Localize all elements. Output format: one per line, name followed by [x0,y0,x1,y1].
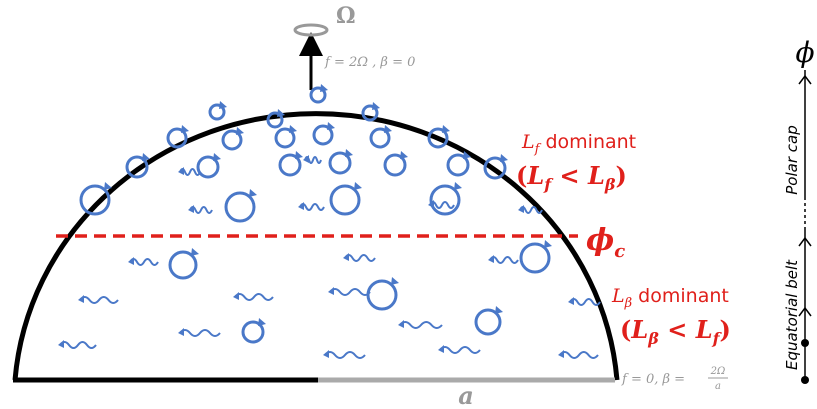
vortex-arrow [191,248,199,256]
l: L [611,285,625,307]
vortex [81,186,109,214]
axis-dot [801,376,809,384]
vortex-arrow [500,154,508,162]
wave-arrow [568,297,574,305]
vortex-arrow [327,122,335,130]
p: ( [620,315,631,344]
vortex-arrow [544,240,552,248]
wave-arrow [128,257,134,265]
vortex [521,244,549,272]
vortex-arrow [391,277,399,285]
vortex-arrow [219,101,227,109]
axis-dot [801,339,809,347]
equatorial-belt: Equatorial belt [783,259,801,370]
rossby-wave [490,257,518,263]
wave-arrow [303,155,309,163]
wave-arrow [328,287,334,295]
fraction-num: 2Ω [710,366,726,377]
wave-arrow [178,167,184,175]
vortex-arrow [384,125,392,133]
vortex-arrow [213,153,221,161]
fraction-den: a [715,381,721,392]
rossby-wave [130,259,158,265]
p: ) [615,161,626,190]
wave-arrow [58,340,64,348]
rossby-wave [60,342,96,348]
vortex [226,193,254,221]
rossby-wave [440,347,480,353]
rossby-wave [235,294,273,300]
vortex [170,252,196,278]
vortex-arrow [442,125,450,133]
figure: Ω f = 2Ω , β = 0 Lf dominant (Lf < Lβ) ϕ… [0,0,817,409]
l: L [695,315,713,344]
wave-arrow [188,205,194,213]
rotation-arrow [295,25,327,35]
vortex-arrow [320,84,328,92]
wave-arrow [438,345,444,353]
vortex-arrow [345,149,353,157]
upper-regime: Lf dominant [521,131,636,157]
rossby-wave [325,352,365,358]
rest: dominant [632,285,729,307]
upper-condition: (Lf < Lβ) [516,161,627,194]
vortex-arrow [258,318,266,326]
l: L [521,131,535,153]
vortex-arrow [181,125,189,133]
vortex-arrow [289,125,297,133]
l: L [526,161,544,190]
vortex-arrow [295,151,303,159]
wave-arrow [488,255,494,263]
p: ( [516,161,527,190]
polar-cap: Polar cap [783,125,801,194]
rest: dominant [539,131,636,153]
vortex [431,186,459,214]
vortex-arrow [400,151,408,159]
rossby-wave [560,352,598,358]
wave-arrow [323,350,329,358]
vortex-arrow [372,102,380,110]
wave-arrow [233,292,239,300]
lower-condition: (Lβ < Lf) [620,315,731,348]
equator-label: f = 0, β = [621,372,685,387]
vortex [331,186,359,214]
p: ) [719,315,730,344]
l: L [630,315,648,344]
sub: c [614,241,625,262]
vortex-arrow [249,189,257,197]
omega: Ω [336,3,356,29]
phi: ϕ [586,223,614,258]
sub: β [604,175,616,194]
sub: β [647,329,659,348]
wave-arrow [343,253,349,261]
vortex [368,281,396,309]
wave-arrow [558,350,564,358]
pole-label: f = 2Ω , β = 0 [324,55,415,70]
phi-c: ϕc [586,223,625,262]
vortex-arrow [354,182,362,190]
phi-axis-label: ϕ [795,36,814,69]
op: < [551,161,588,190]
vortex-arrow [495,306,503,314]
l: L [587,161,605,190]
wave-arrow [78,295,84,303]
wave-arrow [518,205,524,213]
vortex-arrow [236,127,244,135]
rossby-wave [345,255,375,261]
rossby-wave [180,330,220,336]
lower-regime: Lβ dominant [611,285,729,311]
wave-arrow [398,320,404,328]
vortex-arrow [454,182,462,190]
sub: β [624,296,633,311]
rossby-wave [330,289,370,295]
wave-arrow [178,328,184,336]
op: < [659,315,696,344]
rossby-wave [400,322,442,328]
radius-label: a [458,381,474,409]
eddies [58,84,600,358]
wave-arrow [298,202,304,210]
rossby-wave [80,297,118,303]
